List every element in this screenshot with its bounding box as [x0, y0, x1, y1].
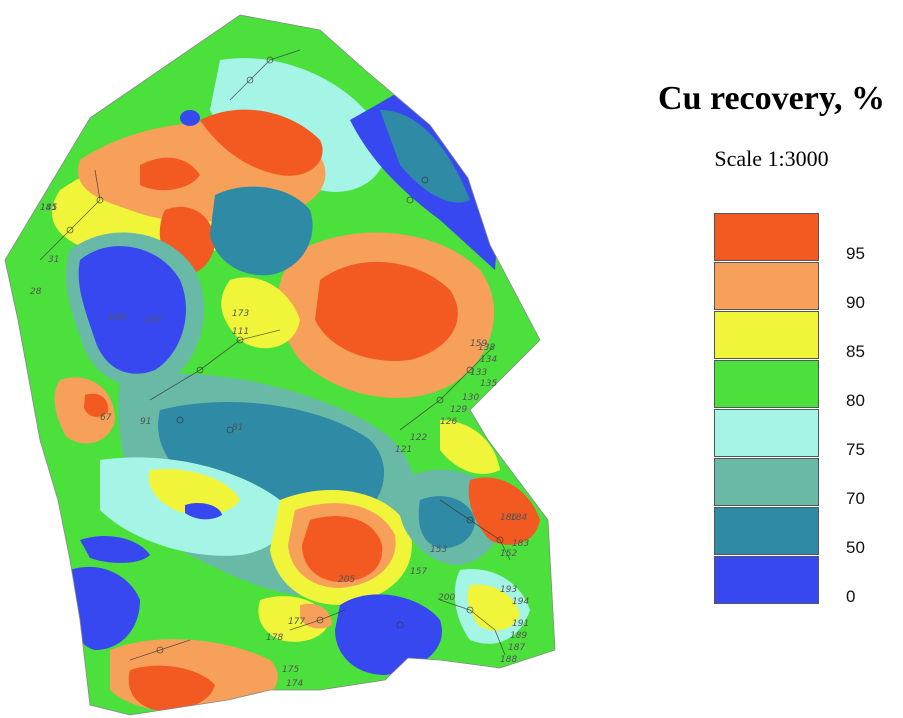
well-label: 28 — [30, 287, 42, 297]
well-label: 147 — [145, 315, 162, 325]
zone-95-a — [140, 157, 200, 191]
well-label: 194 — [512, 597, 529, 607]
well-label: 173 — [232, 309, 249, 319]
zone-85-g — [467, 584, 520, 631]
legend-swatch-80 — [714, 360, 819, 408]
well-label: 31 — [48, 255, 59, 265]
well-label: 153 — [430, 545, 447, 555]
well-label: 152 — [500, 549, 517, 559]
well-label: 175 — [282, 665, 299, 675]
well-label: 141 — [40, 203, 57, 213]
well-label: 134 — [480, 355, 497, 365]
map-scale: Scale 1:3000 — [714, 146, 829, 171]
zone-85-c — [148, 469, 240, 516]
legend-swatch-75 — [714, 409, 819, 457]
well-label: 178 — [266, 633, 283, 643]
well-label: 130 — [462, 393, 479, 403]
legend-swatch-90 — [714, 262, 819, 310]
well-label: 185 — [40, 203, 57, 213]
zone-90-f — [300, 603, 332, 629]
well-label: 186 — [500, 513, 517, 523]
well-label: 184 — [510, 513, 527, 523]
legend-swatch-70 — [714, 458, 819, 506]
legend-swatch-95 — [714, 213, 819, 261]
zone-0-e — [80, 535, 150, 563]
well-label: 91 — [140, 417, 151, 427]
well-label: 193 — [500, 585, 517, 595]
well-label: 159 — [470, 339, 487, 349]
zone-95-d — [315, 261, 458, 361]
well-label: 177 — [288, 617, 305, 627]
map-title: Cu recovery, % — [658, 80, 885, 117]
well-label: 126 — [440, 417, 457, 427]
well-label: 81 — [232, 423, 243, 433]
zone-95-h — [128, 665, 215, 711]
well-label: 67 — [100, 413, 112, 423]
legend-label-90: 90 — [846, 293, 865, 312]
zone-95-g — [468, 477, 540, 545]
well-label: 122 — [410, 433, 427, 443]
well-label: 149 — [108, 313, 125, 323]
well-label: 121 — [395, 445, 412, 455]
legend-swatch-0 — [714, 556, 819, 604]
zone-50-b — [380, 110, 470, 203]
zone-0-f — [185, 503, 222, 520]
zone-0-c — [335, 594, 442, 675]
well-label: 138 — [478, 343, 495, 353]
well-label: 133 — [470, 368, 487, 378]
legend-label-80: 80 — [846, 391, 865, 410]
zone-95-b — [200, 109, 323, 176]
well-label: 183 — [512, 539, 529, 549]
legend-label-75: 75 — [846, 440, 865, 459]
zone-95-f — [302, 516, 383, 582]
well-label: 111 — [232, 327, 249, 337]
zone-0-b — [78, 246, 186, 374]
legend-label-70: 70 — [846, 489, 865, 508]
well-label: 189 — [510, 631, 527, 641]
legend-swatch-85 — [714, 311, 819, 359]
zone-50-d — [418, 496, 475, 549]
well-label: 157 — [410, 567, 427, 577]
legend-label-0: 0 — [846, 587, 856, 606]
well-label: 129 — [450, 405, 467, 415]
color-legend: 95 90 85 80 75 70 50 0 — [714, 213, 865, 608]
zone-50-c — [210, 186, 313, 276]
legend-label-85: 85 — [846, 342, 865, 361]
well-label: 200 — [438, 593, 455, 603]
well-label: 174 — [286, 679, 303, 689]
well-label: 135 — [480, 379, 497, 389]
zone-85-f — [440, 420, 500, 474]
legend-swatch-50 — [714, 507, 819, 555]
zone-95-e — [84, 393, 109, 417]
zone-85-b — [221, 277, 300, 349]
well-label: 187 — [508, 643, 525, 653]
well-label: 191 — [512, 619, 529, 629]
legend-label-95: 95 — [846, 244, 865, 263]
legend-label-50: 50 — [846, 538, 865, 557]
well-label: 188 — [500, 655, 517, 665]
recovery-contour-map: 141 31 28 149 147 111 173 138 134 133 135 130 129 126… — [4, 14, 556, 716]
zone-0-d — [68, 566, 140, 650]
well-label: 205 — [338, 575, 355, 585]
zone-90-c — [54, 377, 115, 444]
